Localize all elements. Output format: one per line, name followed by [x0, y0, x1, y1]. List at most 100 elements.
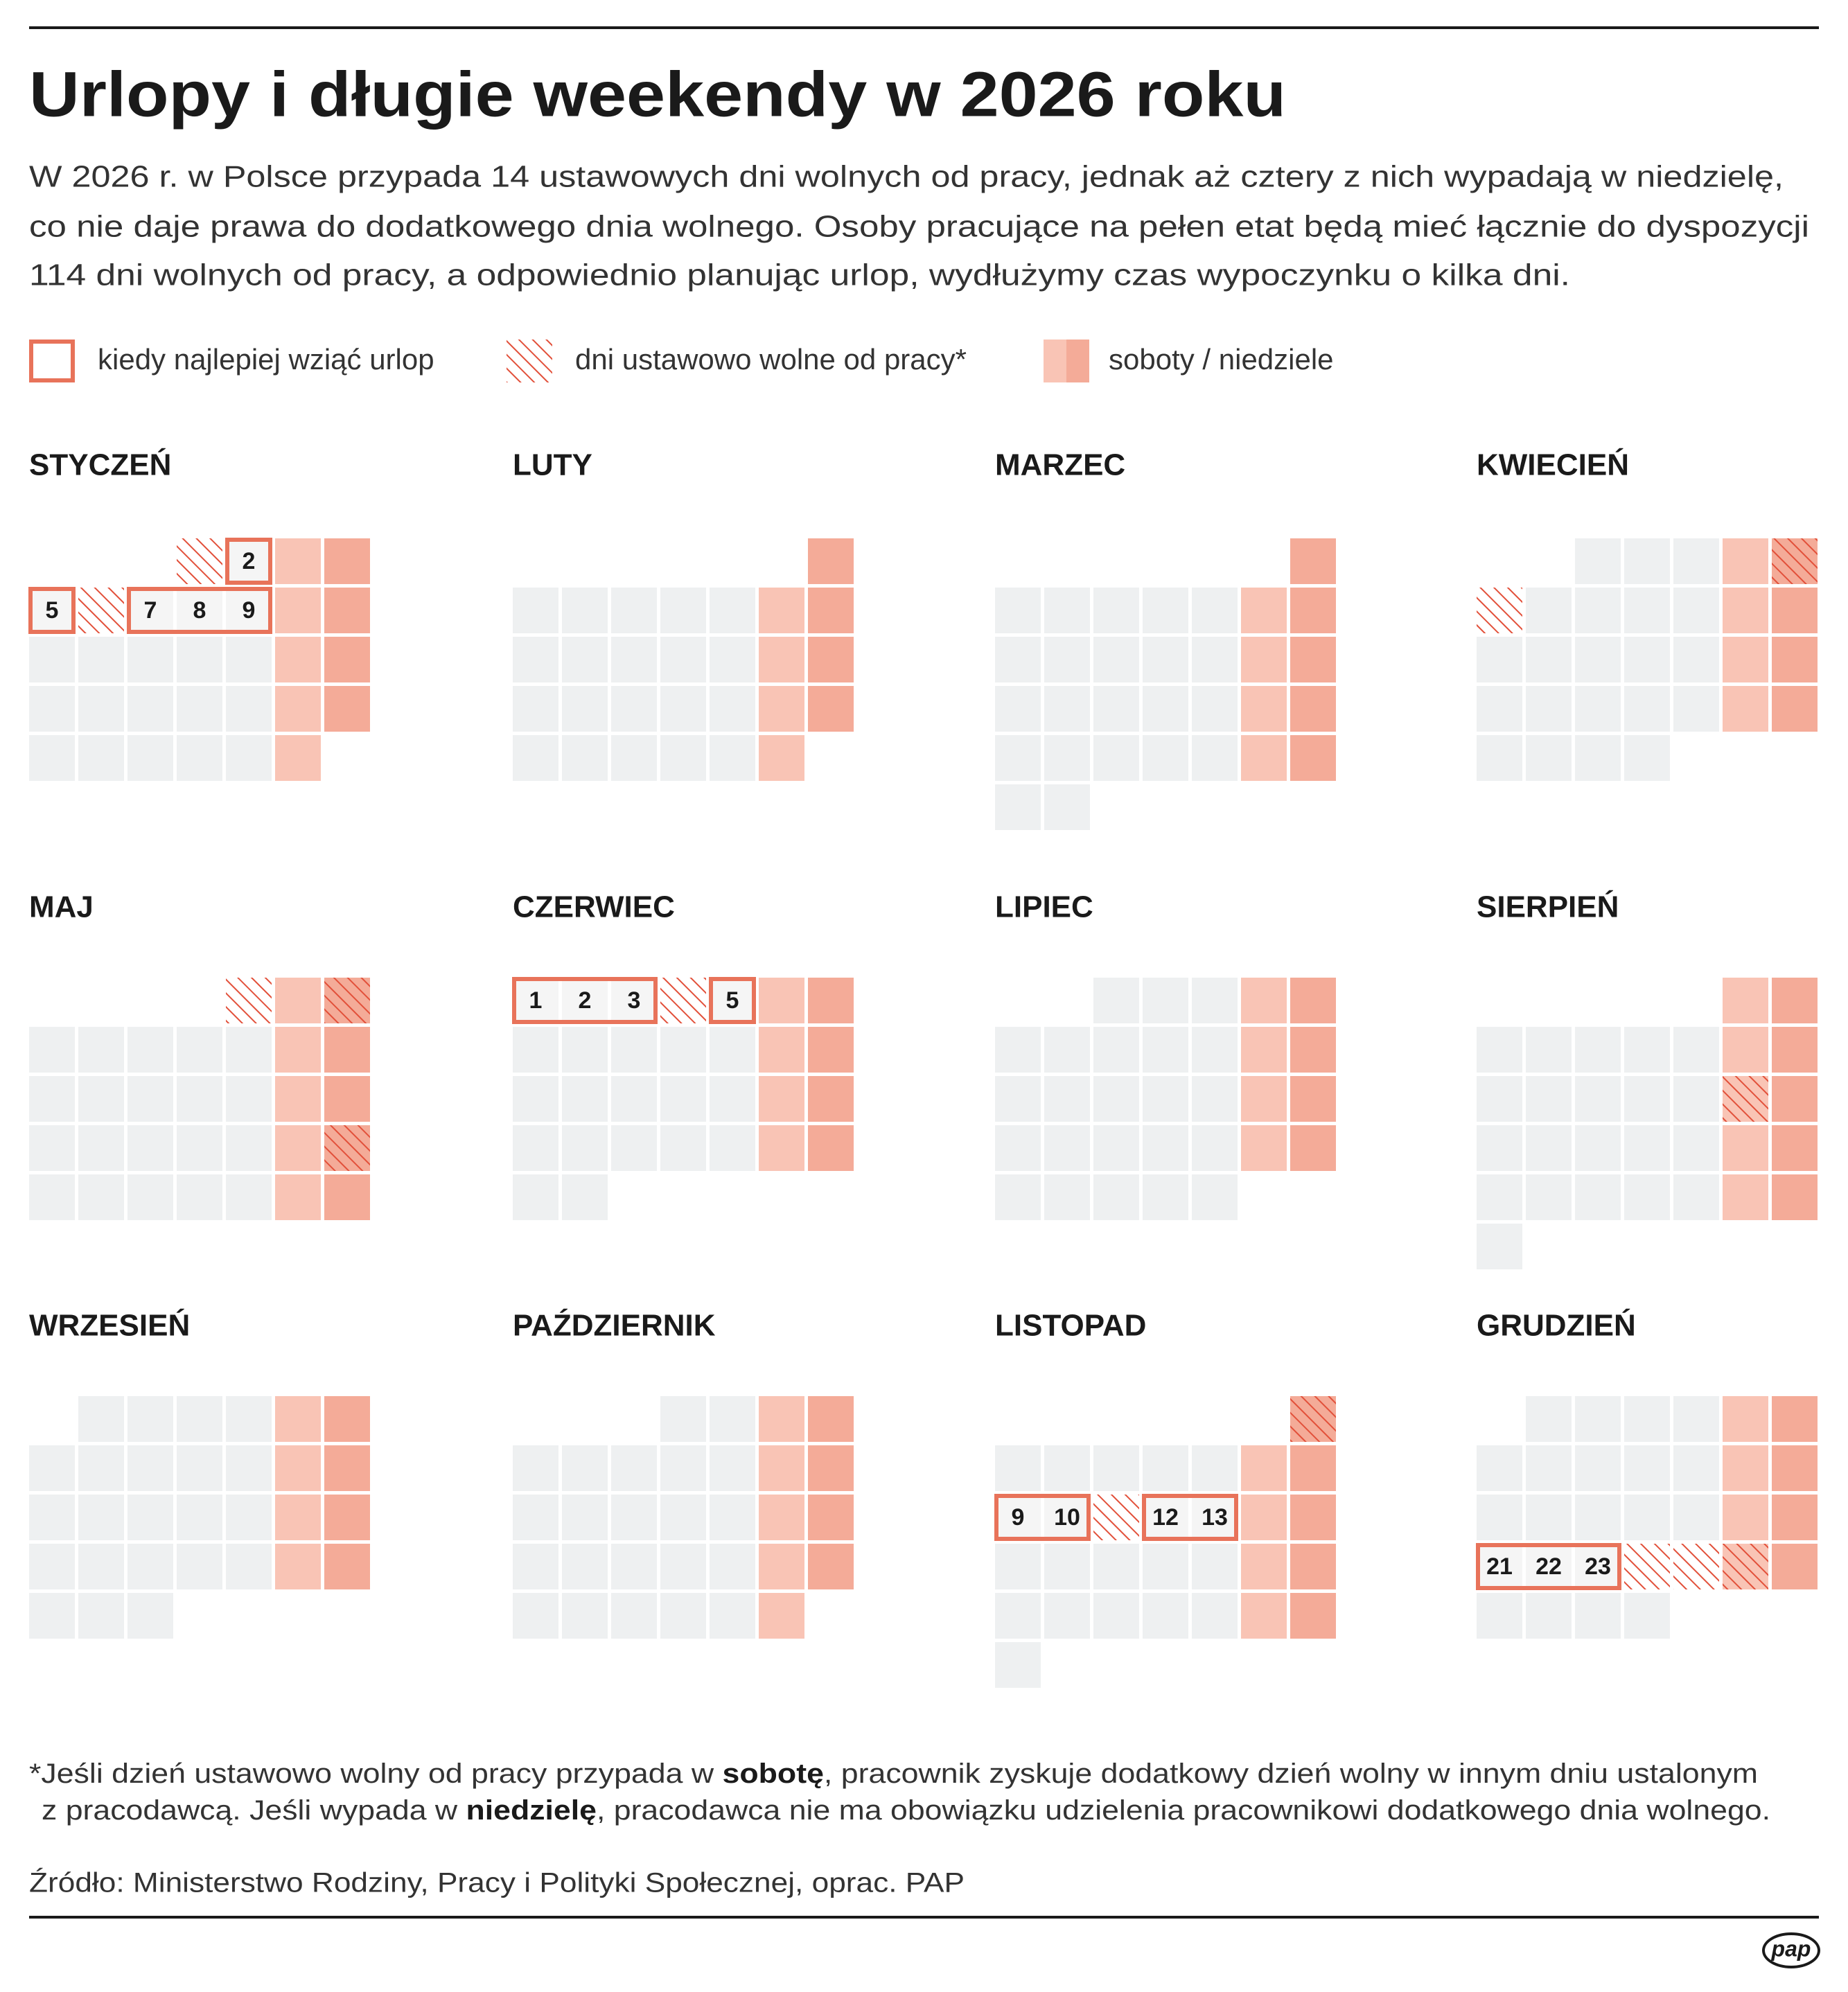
- day-cell: [1241, 1125, 1287, 1171]
- holiday-hatch: [1723, 1544, 1768, 1589]
- day-cell: [808, 588, 854, 633]
- day-cell: [1624, 686, 1670, 732]
- day-cell: [226, 735, 272, 781]
- day-cell: [78, 1544, 124, 1589]
- day-label: 5: [726, 987, 739, 1014]
- day-cell: [1772, 1174, 1818, 1220]
- day-cell: [1044, 1125, 1090, 1171]
- vacation-box: [1476, 1543, 1621, 1590]
- day-cell: [1772, 978, 1818, 1023]
- month-name: PAŹDZIERNIK: [513, 1308, 716, 1343]
- day-cell: [1044, 588, 1090, 633]
- day-cell: [1772, 1544, 1818, 1589]
- day-cell: [1772, 637, 1818, 682]
- day-label: 10: [1054, 1504, 1080, 1531]
- day-cell: [1192, 735, 1238, 781]
- day-cell: [1526, 1593, 1572, 1639]
- day-cell: [611, 978, 657, 1023]
- day-cell: [324, 1396, 370, 1442]
- day-cell: [1241, 1593, 1287, 1639]
- holiday-hatch: [226, 978, 272, 1023]
- day-cell: [226, 1174, 272, 1220]
- day-cell: [1723, 1027, 1768, 1073]
- day-label: 2: [579, 987, 592, 1014]
- day-cell: [1044, 686, 1090, 732]
- day-cell: [1772, 1076, 1818, 1122]
- day-cell: [1192, 1174, 1238, 1220]
- day-cell: [995, 1445, 1041, 1491]
- day-cell: [29, 1076, 75, 1122]
- footnote-text: *Jeśli dzień ustawowo wolny od pracy prz…: [29, 1759, 723, 1789]
- day-cell: [611, 1593, 657, 1639]
- day-cell: [1044, 1027, 1090, 1073]
- day-cell: [1772, 686, 1818, 732]
- day-cell: [1772, 1495, 1818, 1540]
- day-cell: [1143, 637, 1188, 682]
- description: 114 dni wolnych od pracy, a odpowiednio …: [29, 258, 1570, 292]
- day-cell: [660, 637, 706, 682]
- day-cell: [1575, 1495, 1621, 1540]
- day-cell: [1143, 978, 1188, 1023]
- day-cell: [513, 686, 558, 732]
- day-cell: [1477, 735, 1522, 781]
- day-cell: [611, 686, 657, 732]
- day-cell: [78, 1593, 124, 1639]
- day-cell: [1192, 1125, 1238, 1171]
- day-cell: [78, 1174, 124, 1220]
- day-cell: [1093, 686, 1139, 732]
- holiday-hatch: [1093, 1495, 1139, 1540]
- day-cell: [1526, 1544, 1572, 1589]
- day-cell: [1526, 637, 1572, 682]
- day-cell: [660, 1495, 706, 1540]
- day-cell: [660, 1445, 706, 1491]
- day-cell: [226, 1445, 272, 1491]
- day-cell: [995, 784, 1041, 830]
- day-cell: [513, 978, 558, 1023]
- holiday-hatch: [324, 1125, 370, 1171]
- legend-sunday-icon: [1066, 340, 1089, 382]
- day-cell: [324, 1027, 370, 1073]
- day-cell: [177, 588, 222, 633]
- day-cell: [29, 1495, 75, 1540]
- day-cell: [1624, 735, 1670, 781]
- day-cell: [562, 1544, 608, 1589]
- day-cell: [78, 1027, 124, 1073]
- legend-saturday-icon: [1044, 340, 1066, 382]
- day-cell: [759, 1495, 804, 1540]
- day-cell: [1575, 1445, 1621, 1491]
- day-label: 7: [144, 597, 157, 624]
- day-cell: [226, 1125, 272, 1171]
- day-cell: [78, 1125, 124, 1171]
- day-cell: [1093, 735, 1139, 781]
- day-cell: [1143, 1076, 1188, 1122]
- day-cell: [127, 686, 173, 732]
- day-cell: [275, 1027, 321, 1073]
- day-cell: [710, 1027, 755, 1073]
- day-cell: [1575, 1027, 1621, 1073]
- day-cell: [1575, 1174, 1621, 1220]
- day-cell: [1143, 1445, 1188, 1491]
- day-cell: [275, 1076, 321, 1122]
- day-cell: [808, 538, 854, 584]
- day-cell: [1673, 1125, 1719, 1171]
- day-cell: [1673, 1445, 1719, 1491]
- day-cell: [78, 1396, 124, 1442]
- day-cell: [995, 1174, 1041, 1220]
- day-cell: [1772, 588, 1818, 633]
- day-cell: [611, 735, 657, 781]
- day-cell: [324, 1544, 370, 1589]
- day-cell: [808, 637, 854, 682]
- footnote-text: , pracodawca nie ma obowiązku udzielenia…: [597, 1795, 1770, 1826]
- day-cell: [562, 588, 608, 633]
- day-cell: [177, 1027, 222, 1073]
- day-cell: [710, 1076, 755, 1122]
- day-cell: [226, 637, 272, 682]
- day-cell: [29, 1174, 75, 1220]
- day-cell: [660, 1125, 706, 1171]
- day-cell: [1477, 1076, 1522, 1122]
- vacation-box: [1142, 1494, 1238, 1541]
- holiday-hatch: [1290, 1396, 1336, 1442]
- day-cell: [127, 1495, 173, 1540]
- legend-hatch-icon: [507, 340, 552, 382]
